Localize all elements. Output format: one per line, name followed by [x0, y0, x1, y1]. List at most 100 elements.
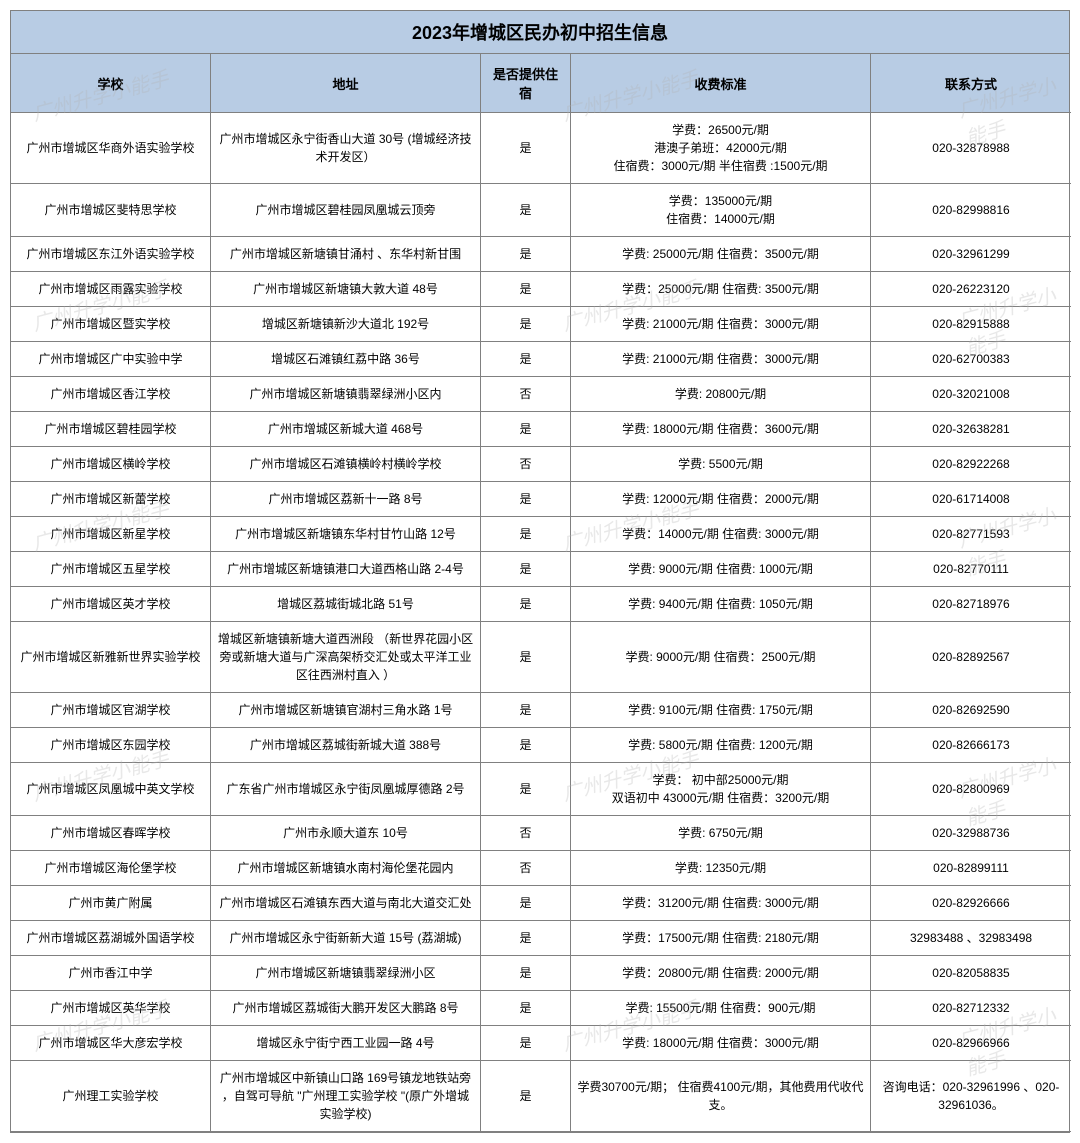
cell-fee: 学费: 18000元/期 住宿费：3600元/期	[571, 412, 871, 447]
table-row: 广州理工实验学校广州市增城区中新镇山口路 169号镇龙地铁站旁 ，自驾可导航 "…	[11, 1061, 1069, 1132]
cell-fee: 学费: 21000元/期 住宿费：3000元/期	[571, 307, 871, 342]
cell-contact: 020-62700383	[871, 342, 1071, 377]
cell-fee: 学费: 9000元/期 住宿费: 1000元/期	[571, 552, 871, 587]
cell-school: 广州市增城区英才学校	[11, 587, 211, 622]
enrollment-table: 2023年增城区民办初中招生信息 学校 地址 是否提供住宿 收费标准 联系方式 …	[10, 10, 1070, 1133]
cell-address: 广州市增城区碧桂园凤凰城云顶旁	[211, 184, 481, 237]
table-title: 2023年增城区民办初中招生信息	[11, 11, 1069, 54]
cell-school: 广州市增城区东园学校	[11, 728, 211, 763]
cell-address: 广州市增城区永宁街香山大道 30号 (增城经济技术开发区）	[211, 113, 481, 184]
table-row: 广州市增城区广中实验中学增城区石滩镇红荔中路 36号是学费: 21000元/期 …	[11, 342, 1069, 377]
table-row: 广州市增城区斐特思学校广州市增城区碧桂园凤凰城云顶旁是学费：135000元/期 …	[11, 184, 1069, 237]
cell-school: 广州市增城区华商外语实验学校	[11, 113, 211, 184]
table-wrapper: 广州升学小能手广州升学小能手广州升学小能手广州升学小能手广州升学小能手广州升学小…	[10, 10, 1070, 1133]
cell-fee: 学费：17500元/期 住宿费: 2180元/期	[571, 921, 871, 956]
cell-address: 广州市增城区石滩镇横岭村横岭学校	[211, 447, 481, 482]
cell-address: 广州市增城区新塘镇甘涌村 、东华村新甘围	[211, 237, 481, 272]
cell-contact: 020-82712332	[871, 991, 1071, 1026]
cell-fee: 学费: 5800元/期 住宿费: 1200元/期	[571, 728, 871, 763]
table-row: 广州市增城区新雅新世界实验学校增城区新塘镇新塘大道西洲段 （新世界花园小区旁或新…	[11, 622, 1069, 693]
cell-dorm: 是	[481, 693, 571, 728]
header-contact: 联系方式	[871, 54, 1071, 113]
cell-fee: 学费：135000元/期 住宿费：14000元/期	[571, 184, 871, 237]
cell-fee: 学费: 18000元/期 住宿费：3000元/期	[571, 1026, 871, 1061]
cell-address: 增城区荔城街城北路 51号	[211, 587, 481, 622]
cell-contact: 020-82892567	[871, 622, 1071, 693]
cell-school: 广州市增城区暨实学校	[11, 307, 211, 342]
cell-school: 广州市增城区广中实验中学	[11, 342, 211, 377]
cell-school: 广州市增城区华大彦宏学校	[11, 1026, 211, 1061]
cell-contact: 020-82666173	[871, 728, 1071, 763]
cell-contact: 020-82800969	[871, 763, 1071, 816]
table-row: 广州市增城区春晖学校广州市永顺大道东 10号否学费: 6750元/期020-32…	[11, 816, 1069, 851]
cell-fee: 学费: 12000元/期 住宿费：2000元/期	[571, 482, 871, 517]
cell-dorm: 是	[481, 587, 571, 622]
cell-school: 广州市黄广附属	[11, 886, 211, 921]
table-body: 广州市增城区华商外语实验学校广州市增城区永宁街香山大道 30号 (增城经济技术开…	[11, 113, 1069, 1132]
cell-contact: 020-32021008	[871, 377, 1071, 412]
cell-school: 广州市增城区五星学校	[11, 552, 211, 587]
cell-fee: 学费: 6750元/期	[571, 816, 871, 851]
cell-address: 广州市增城区新塘镇水南村海伦堡花园内	[211, 851, 481, 886]
cell-dorm: 是	[481, 956, 571, 991]
cell-dorm: 是	[481, 552, 571, 587]
cell-contact: 020-82771593	[871, 517, 1071, 552]
cell-dorm: 是	[481, 763, 571, 816]
cell-contact: 020-82692590	[871, 693, 1071, 728]
cell-school: 广州市增城区凤凰城中英文学校	[11, 763, 211, 816]
table-row: 广州市增城区荔湖城外国语学校广州市增城区永宁街新新大道 15号 (荔湖城)是学费…	[11, 921, 1069, 956]
cell-school: 广州市香江中学	[11, 956, 211, 991]
table-row: 广州市增城区英华学校广州市增城区荔城街大鹏开发区大鹏路 8号是学费: 15500…	[11, 991, 1069, 1026]
cell-school: 广州市增城区官湖学校	[11, 693, 211, 728]
table-row: 广州市增城区香江学校广州市增城区新塘镇翡翠绿洲小区内否学费: 20800元/期0…	[11, 377, 1069, 412]
cell-address: 广州市增城区中新镇山口路 169号镇龙地铁站旁 ，自驾可导航 "广州理工实验学校…	[211, 1061, 481, 1132]
cell-address: 增城区新塘镇新塘大道西洲段 （新世界花园小区旁或新塘大道与广深高架桥交汇处或太平…	[211, 622, 481, 693]
cell-fee: 学费: 15500元/期 住宿费：900元/期	[571, 991, 871, 1026]
cell-school: 广州市增城区新星学校	[11, 517, 211, 552]
cell-contact: 020-82998816	[871, 184, 1071, 237]
cell-dorm: 是	[481, 622, 571, 693]
table-row: 广州市黄广附属广州市增城区石滩镇东西大道与南北大道交汇处是学费：31200元/期…	[11, 886, 1069, 921]
cell-school: 广州市增城区香江学校	[11, 377, 211, 412]
table-row: 广州市增城区横岭学校广州市增城区石滩镇横岭村横岭学校否学费: 5500元/期02…	[11, 447, 1069, 482]
cell-contact: 咨询电话：020-32961996 、020-32961036。	[871, 1061, 1071, 1132]
cell-dorm: 是	[481, 1026, 571, 1061]
cell-fee: 学费: 12350元/期	[571, 851, 871, 886]
cell-address: 广州市增城区荔新十一路 8号	[211, 482, 481, 517]
cell-address: 广州市增城区新城大道 468号	[211, 412, 481, 447]
header-fee: 收费标准	[571, 54, 871, 113]
cell-dorm: 是	[481, 307, 571, 342]
cell-dorm: 是	[481, 1061, 571, 1132]
cell-address: 广州市增城区荔城街新城大道 388号	[211, 728, 481, 763]
cell-dorm: 是	[481, 991, 571, 1026]
cell-dorm: 是	[481, 482, 571, 517]
cell-dorm: 是	[481, 342, 571, 377]
table-row: 广州市增城区英才学校增城区荔城街城北路 51号是学费: 9400元/期 住宿费:…	[11, 587, 1069, 622]
cell-fee: 学费: 21000元/期 住宿费：3000元/期	[571, 342, 871, 377]
cell-dorm: 是	[481, 237, 571, 272]
cell-dorm: 否	[481, 377, 571, 412]
header-dorm: 是否提供住宿	[481, 54, 571, 113]
cell-contact: 32983488 、32983498	[871, 921, 1071, 956]
cell-fee: 学费：14000元/期 住宿费: 3000元/期	[571, 517, 871, 552]
header-school: 学校	[11, 54, 211, 113]
cell-school: 广州市增城区东江外语实验学校	[11, 237, 211, 272]
cell-contact: 020-32638281	[871, 412, 1071, 447]
table-row: 广州市增城区官湖学校广州市增城区新塘镇官湖村三角水路 1号是学费: 9100元/…	[11, 693, 1069, 728]
cell-contact: 020-61714008	[871, 482, 1071, 517]
cell-school: 广州市增城区海伦堡学校	[11, 851, 211, 886]
cell-school: 广州市增城区春晖学校	[11, 816, 211, 851]
table-row: 广州市增城区东园学校广州市增城区荔城街新城大道 388号是学费: 5800元/期…	[11, 728, 1069, 763]
cell-fee: 学费：25000元/期 住宿费: 3500元/期	[571, 272, 871, 307]
cell-address: 广州市增城区新塘镇东华村甘竹山路 12号	[211, 517, 481, 552]
cell-address: 增城区石滩镇红荔中路 36号	[211, 342, 481, 377]
cell-address: 广州市永顺大道东 10号	[211, 816, 481, 851]
cell-dorm: 是	[481, 517, 571, 552]
cell-fee: 学费: 9100元/期 住宿费: 1750元/期	[571, 693, 871, 728]
cell-contact: 020-32988736	[871, 816, 1071, 851]
cell-school: 广州市增城区荔湖城外国语学校	[11, 921, 211, 956]
header-address: 地址	[211, 54, 481, 113]
cell-contact: 020-82922268	[871, 447, 1071, 482]
cell-school: 广州市增城区横岭学校	[11, 447, 211, 482]
cell-school: 广州市增城区英华学校	[11, 991, 211, 1026]
